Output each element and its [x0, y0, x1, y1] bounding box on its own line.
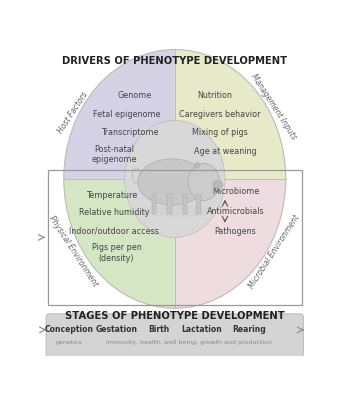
- Wedge shape: [64, 179, 175, 308]
- Text: genetics: genetics: [56, 340, 83, 345]
- Ellipse shape: [138, 159, 207, 205]
- Text: Age at weaning: Age at weaning: [194, 147, 256, 156]
- Bar: [196, 194, 201, 214]
- Text: STAGES OF PHENOTYPE DEVELOPMENT: STAGES OF PHENOTYPE DEVELOPMENT: [65, 311, 285, 321]
- Text: Fetal epigenome: Fetal epigenome: [93, 110, 161, 119]
- Text: Host Factors: Host Factors: [56, 90, 90, 135]
- Text: Mixing of pigs: Mixing of pigs: [192, 128, 248, 137]
- Text: Conception: Conception: [45, 325, 93, 334]
- Text: Gestation: Gestation: [95, 325, 138, 334]
- Bar: [183, 194, 188, 214]
- Text: Physical Environment: Physical Environment: [47, 214, 99, 288]
- Text: Rearing: Rearing: [232, 325, 266, 334]
- Bar: [151, 194, 156, 214]
- Circle shape: [188, 164, 220, 200]
- Ellipse shape: [194, 162, 200, 168]
- Wedge shape: [64, 50, 175, 179]
- Text: Pigs per pen
(density): Pigs per pen (density): [92, 243, 142, 262]
- Text: Lactation: Lactation: [181, 325, 222, 334]
- Bar: [167, 194, 172, 214]
- Text: Pathogens: Pathogens: [215, 227, 256, 236]
- Text: Antimicrobials: Antimicrobials: [207, 207, 264, 216]
- Text: Birth: Birth: [148, 325, 169, 334]
- Ellipse shape: [140, 205, 214, 218]
- Text: DRIVERS OF PHENOTYPE DEVELOPMENT: DRIVERS OF PHENOTYPE DEVELOPMENT: [62, 56, 287, 66]
- Text: Microbiome: Microbiome: [212, 187, 259, 196]
- Text: Genome: Genome: [118, 91, 152, 100]
- Text: Indoor/outdoor access: Indoor/outdoor access: [69, 227, 159, 236]
- Text: Caregivers behavior: Caregivers behavior: [179, 110, 261, 119]
- Circle shape: [124, 120, 225, 238]
- Wedge shape: [175, 179, 286, 308]
- Text: Microbial Environment: Microbial Environment: [247, 213, 301, 290]
- Text: Management Inputs: Management Inputs: [249, 72, 298, 141]
- Ellipse shape: [213, 180, 223, 189]
- Text: Nutrition: Nutrition: [197, 91, 232, 100]
- Text: Relative humidity: Relative humidity: [79, 208, 149, 217]
- Wedge shape: [175, 50, 286, 179]
- Text: Post-natal
epigenome: Post-natal epigenome: [91, 144, 137, 164]
- Text: Temperature: Temperature: [86, 191, 137, 200]
- Text: Transcriptome: Transcriptome: [101, 128, 159, 137]
- Text: immunity, health, well being, growth and production: immunity, health, well being, growth and…: [106, 340, 272, 345]
- Bar: [48, 170, 302, 305]
- FancyBboxPatch shape: [46, 314, 303, 357]
